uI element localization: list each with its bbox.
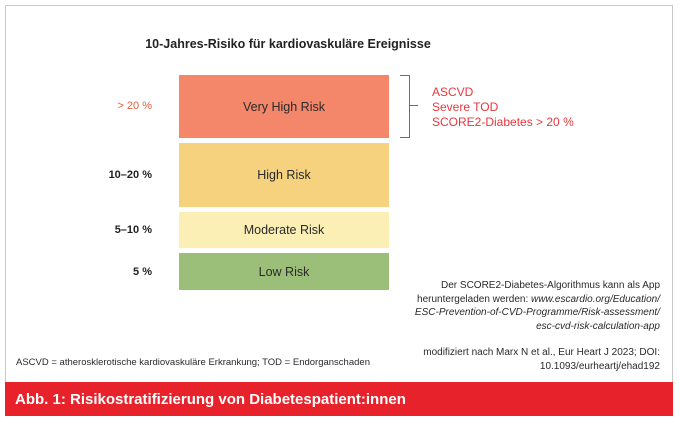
very-high-criteria: ASCVD Severe TOD SCORE2-Diabetes > 20 % xyxy=(432,85,574,130)
criterion-score2-diabetes: SCORE2-Diabetes > 20 % xyxy=(432,115,574,129)
criterion-ascvd: ASCVD xyxy=(432,85,474,99)
criteria-bracket xyxy=(400,75,410,138)
criterion-severe-tod: Severe TOD xyxy=(432,100,499,114)
risk-band-high: High Risk xyxy=(179,143,389,207)
criteria-bracket-tick xyxy=(410,105,418,106)
app-note-prefix: heruntergeladen werden: xyxy=(417,293,532,305)
source-note: modifiziert nach Marx N et al., Eur Hear… xyxy=(423,346,660,373)
figure-caption: Abb. 1: Risikostratifizierung von Diabet… xyxy=(5,382,673,416)
app-link-part[interactable]: esc-cvd-risk-calculation-app xyxy=(536,320,660,332)
risk-band-low: Low Risk xyxy=(179,253,389,290)
range-label-moderate: 5–10 % xyxy=(114,224,152,236)
figure-title: 10-Jahres-Risiko für kardiovaskuläre Ere… xyxy=(145,37,431,51)
range-label-low: 5 % xyxy=(133,266,152,278)
risk-band-very-high: Very High Risk xyxy=(179,75,389,138)
risk-band-label: High Risk xyxy=(257,168,311,182)
risk-band-label: Very High Risk xyxy=(243,99,325,114)
range-label-very-high: > 20 % xyxy=(117,100,152,112)
source-line: 10.1093/eurheartj/ehad192 xyxy=(539,360,660,372)
app-note-line: heruntergeladen werden: www.escardio.org… xyxy=(415,293,660,307)
risk-band-label: Low Risk xyxy=(258,264,310,279)
figure-frame xyxy=(5,5,673,416)
app-note-line: Der SCORE2-Diabetes-Algorithmus kann als… xyxy=(441,280,660,291)
app-note: Der SCORE2-Diabetes-Algorithmus kann als… xyxy=(415,279,660,333)
app-link-part[interactable]: ESC-Prevention-of-CVD-Programme/Risk-ass… xyxy=(414,307,660,318)
range-label-high: 10–20 % xyxy=(108,169,152,181)
abbreviation-footnote: ASCVD = atherosklerotische kardiovaskulä… xyxy=(16,357,370,368)
app-link-part[interactable]: www.escardio.org/Education/ xyxy=(531,293,660,305)
risk-band-moderate: Moderate Risk xyxy=(179,212,389,248)
risk-band-label: Moderate Risk xyxy=(243,223,325,237)
source-line: modifiziert nach Marx N et al., Eur Hear… xyxy=(423,347,660,358)
